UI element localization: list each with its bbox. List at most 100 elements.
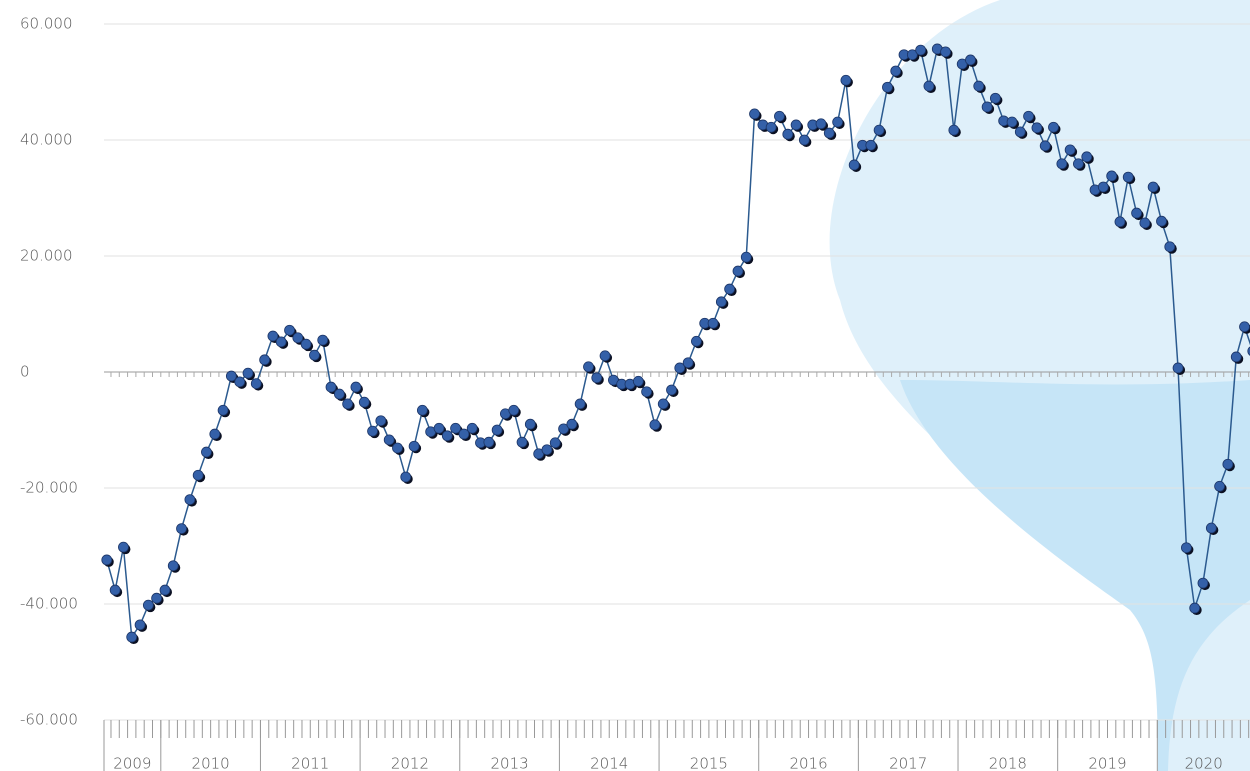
point-marker (127, 632, 139, 644)
marker (650, 420, 660, 430)
marker (152, 593, 162, 603)
marker (1181, 543, 1191, 553)
marker (990, 93, 1000, 103)
marker (201, 447, 211, 457)
marker (974, 81, 984, 91)
point-marker (118, 542, 130, 554)
marker (924, 81, 934, 91)
marker (816, 119, 826, 129)
y-tick-label: 40.000 (20, 131, 73, 149)
x-tick-label: 2011 (291, 755, 329, 771)
x-tick-label: 2017 (889, 755, 927, 771)
point-marker (750, 109, 762, 121)
point-marker (235, 377, 247, 389)
marker (642, 387, 652, 397)
marker (1231, 352, 1241, 362)
marker (1048, 122, 1058, 132)
point-marker (824, 128, 836, 140)
point-marker (301, 339, 313, 351)
x-tick-label: 2010 (192, 755, 230, 771)
point-marker (642, 387, 654, 399)
marker (309, 350, 319, 360)
marker (891, 66, 901, 76)
marker (185, 495, 195, 505)
marker (359, 397, 369, 407)
marker (1140, 218, 1150, 228)
marker (550, 438, 560, 448)
marker (1057, 159, 1067, 169)
y-tick-label: -20.000 (20, 479, 78, 497)
marker (1040, 141, 1050, 151)
marker (251, 379, 261, 389)
marker (368, 426, 378, 436)
marker (1157, 216, 1167, 226)
point-marker (218, 405, 230, 417)
marker (741, 252, 751, 262)
marker (849, 160, 859, 170)
marker (417, 405, 427, 415)
marker (783, 129, 793, 139)
marker (384, 435, 394, 445)
y-tick-label: -40.000 (20, 595, 78, 613)
marker (766, 122, 776, 132)
point-marker (260, 355, 272, 367)
marker (1032, 123, 1042, 133)
point-marker (309, 350, 321, 362)
x-tick-label: 2012 (391, 755, 429, 771)
marker (575, 399, 585, 409)
marker (667, 385, 677, 395)
marker (467, 423, 477, 433)
marker (1173, 363, 1183, 373)
marker (193, 470, 203, 480)
marker (658, 399, 668, 409)
marker (509, 405, 519, 415)
marker (1240, 322, 1250, 332)
marker (600, 351, 610, 361)
marker (326, 382, 336, 392)
marker (584, 362, 594, 372)
marker (160, 585, 170, 595)
marker (1123, 172, 1133, 182)
marker (1073, 159, 1083, 169)
marker (799, 135, 809, 145)
y-tick-label: 20.000 (20, 247, 73, 265)
chart: -60.000-40.000-20.000020.00040.00060.000… (0, 0, 1250, 771)
marker (633, 376, 643, 386)
marker (301, 339, 311, 349)
marker (866, 140, 876, 150)
point-marker (110, 585, 122, 597)
marker (874, 125, 884, 135)
marker (949, 125, 959, 135)
marker (118, 542, 128, 552)
marker (1007, 117, 1017, 127)
marker (1107, 171, 1117, 181)
marker (733, 266, 743, 276)
marker (168, 561, 178, 571)
y-tick-label: 60.000 (20, 15, 73, 33)
marker (484, 437, 494, 447)
marker (127, 632, 137, 642)
point-marker (177, 524, 189, 536)
marker (293, 333, 303, 343)
point-marker (193, 470, 205, 482)
marker (143, 600, 153, 610)
x-tick-label: 2018 (989, 755, 1027, 771)
point-marker (343, 399, 355, 411)
marker (916, 45, 926, 55)
point-marker (658, 399, 670, 411)
point-marker (650, 420, 662, 432)
marker (276, 337, 286, 347)
marker (1115, 217, 1125, 227)
point-marker (401, 472, 413, 484)
point-marker (160, 585, 172, 597)
point-marker (185, 495, 197, 507)
marker (401, 472, 411, 482)
marker (235, 377, 245, 387)
marker (110, 585, 120, 595)
marker (1190, 603, 1200, 613)
marker (750, 109, 760, 119)
y-tick-label: 0 (20, 363, 30, 381)
point-marker (201, 447, 213, 459)
point-marker (251, 379, 263, 391)
marker (343, 399, 353, 409)
